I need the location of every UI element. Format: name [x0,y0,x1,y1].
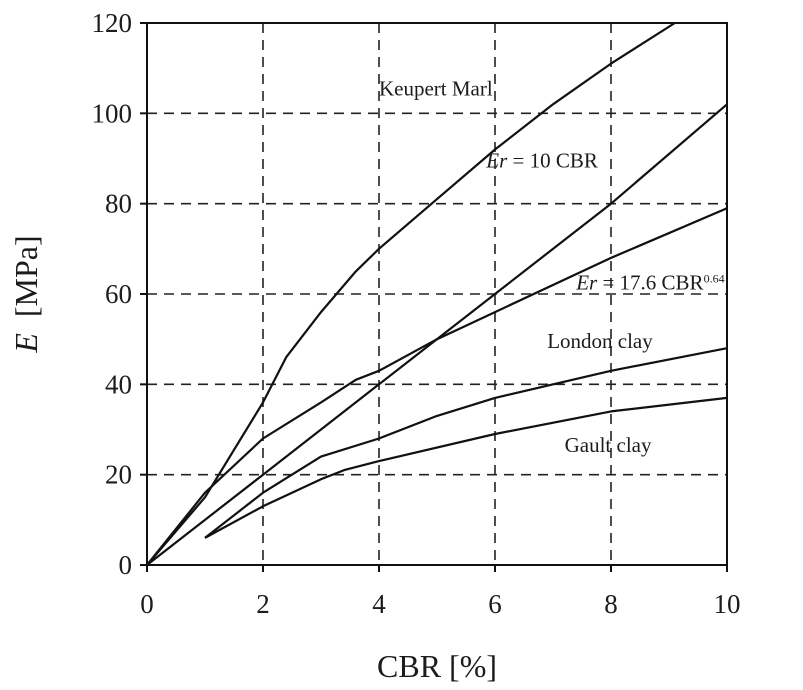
series-line [146,207,728,566]
x-axis-title: CBR [%] [377,648,497,684]
y-tick-label: 80 [105,189,132,219]
x-tick-label: 8 [604,589,618,619]
y-axis-unit: [MPa] [8,235,44,317]
series-lines [146,22,728,566]
grid-lines [147,23,727,565]
y-tick-label: 120 [92,8,133,38]
annotations: Keupert Marl Er = 10 CBR Er = 17.6 CBR0.64… [379,76,725,457]
x-tick-label: 0 [140,589,154,619]
x-tick-label: 4 [372,589,386,619]
y-tick-label: 60 [105,279,132,309]
series-annotation: Keupert Marl [379,76,493,100]
series-line [146,22,676,566]
y-axis-symbol: E [8,333,44,354]
x-tick-label: 2 [256,589,270,619]
y-axis-title: E [MPa] [8,235,44,353]
y-tick-label: 40 [105,369,132,399]
y-tick-label: 20 [105,460,132,490]
x-tick-label: 10 [714,589,741,619]
y-tick-label: 0 [119,550,133,580]
series-annotation: Er = 10 CBR [485,149,598,173]
y-tick-label: 100 [92,98,133,128]
series-line [204,347,728,539]
x-tick-label: 6 [488,589,502,619]
series-annotation: Er = 17.6 CBR0.64 [575,270,724,294]
series-annotation: Gault clay [565,433,652,457]
series-annotation: London clay [547,329,653,353]
series-line [204,396,728,539]
